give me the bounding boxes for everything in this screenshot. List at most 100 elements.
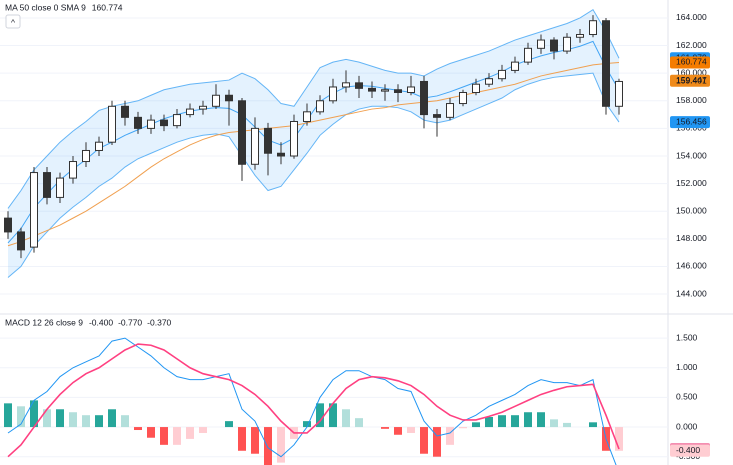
candle-body bbox=[4, 217, 12, 233]
candle-body bbox=[511, 61, 519, 71]
histogram-bar bbox=[134, 427, 142, 431]
histogram-bar bbox=[95, 415, 103, 428]
histogram-bar bbox=[472, 422, 480, 428]
histogram-bar bbox=[303, 421, 311, 428]
candle-body bbox=[550, 39, 558, 52]
price-tag bbox=[670, 74, 710, 87]
price-tag bbox=[670, 116, 710, 129]
histogram-bar bbox=[69, 412, 77, 428]
candle-body bbox=[251, 127, 259, 165]
y-tick-label: 1.000 bbox=[676, 362, 698, 372]
candle-body bbox=[56, 177, 64, 198]
candle-body bbox=[485, 78, 493, 85]
candle-body bbox=[446, 103, 454, 118]
y-tick-label: 152.000 bbox=[676, 178, 707, 188]
histogram-bar bbox=[43, 409, 51, 428]
y-tick-label: 148.000 bbox=[676, 233, 707, 243]
histogram-bar bbox=[251, 427, 259, 454]
candle-body bbox=[121, 105, 129, 118]
candle-body bbox=[212, 94, 220, 107]
y-tick-label: 1.500 bbox=[676, 332, 698, 342]
price-tag-label: 159.401 bbox=[676, 76, 707, 86]
candle-body bbox=[134, 116, 142, 129]
candle-body bbox=[290, 120, 298, 157]
histogram-bar bbox=[147, 427, 155, 438]
candle-body bbox=[589, 20, 597, 36]
candle-body bbox=[420, 80, 428, 116]
y-tick-label: 146.000 bbox=[676, 261, 707, 271]
y-tick-label: 164.000 bbox=[676, 12, 707, 22]
y-tick-label: 0.500 bbox=[676, 392, 698, 402]
candle-body bbox=[173, 114, 181, 127]
histogram-bar bbox=[342, 409, 350, 428]
histogram-bar bbox=[537, 412, 545, 428]
macd-line bbox=[7, 343, 620, 458]
histogram-bar bbox=[355, 418, 363, 428]
candle-body bbox=[407, 86, 415, 93]
histogram-bar bbox=[511, 415, 519, 428]
price-tag-label: -0.400 bbox=[676, 445, 700, 455]
candle-body bbox=[95, 141, 103, 151]
histogram-bar bbox=[186, 427, 194, 439]
candle-body bbox=[394, 89, 402, 93]
candle-body bbox=[199, 105, 207, 110]
candle-body bbox=[69, 161, 77, 179]
histogram-bar bbox=[589, 422, 597, 428]
candle-body bbox=[43, 172, 51, 198]
legend-title: MA 50 close 0 SMA 9 bbox=[5, 2, 86, 12]
macd-line bbox=[7, 337, 617, 465]
collapse-button[interactable] bbox=[5, 14, 21, 29]
histogram-bar bbox=[459, 427, 467, 429]
indicator-line bbox=[7, 61, 620, 247]
price-tag-label: 160.774 bbox=[676, 57, 707, 67]
candle-body bbox=[30, 172, 38, 248]
histogram-bar bbox=[394, 427, 402, 435]
histogram-bar bbox=[108, 409, 116, 428]
y-tick-label: 160.000 bbox=[676, 67, 707, 77]
histogram-bar bbox=[277, 427, 285, 463]
candle-body bbox=[160, 119, 168, 127]
candle-body bbox=[498, 69, 506, 80]
candle-body bbox=[147, 119, 155, 129]
histogram-bar bbox=[264, 427, 272, 465]
collapse-button-label[interactable]: ^ bbox=[11, 17, 15, 27]
candle-body bbox=[238, 100, 246, 165]
histogram-bar bbox=[524, 412, 532, 428]
y-tick-label: 158.000 bbox=[676, 95, 707, 105]
candle-body bbox=[17, 231, 25, 251]
price-tag bbox=[670, 56, 710, 69]
histogram-bar bbox=[17, 406, 25, 428]
candle-body bbox=[186, 108, 194, 116]
y-tick-label: 162.000 bbox=[676, 40, 707, 50]
histogram-bar bbox=[199, 427, 207, 433]
histogram-bar bbox=[433, 427, 441, 457]
candle-body bbox=[524, 47, 532, 63]
candle-body bbox=[537, 39, 545, 49]
histogram-bar bbox=[550, 419, 558, 428]
histogram-bar bbox=[30, 400, 38, 428]
histogram-bar bbox=[56, 409, 64, 428]
histogram-bar bbox=[498, 415, 506, 428]
histogram-bar bbox=[4, 403, 12, 428]
candle-body bbox=[615, 80, 623, 107]
candle-body bbox=[342, 82, 350, 88]
histogram-bar bbox=[225, 421, 233, 428]
histogram-bar bbox=[446, 427, 454, 445]
price-tag bbox=[670, 444, 710, 457]
legend-title: MACD 12 26 close 9 bbox=[5, 317, 83, 327]
candle-body bbox=[82, 149, 90, 163]
candle-body bbox=[225, 94, 233, 102]
histogram-bar bbox=[121, 415, 129, 428]
candle-body bbox=[277, 152, 285, 157]
candle-body bbox=[459, 91, 467, 105]
indicator-line bbox=[7, 72, 620, 278]
candle-body bbox=[563, 36, 571, 52]
histogram-bar bbox=[160, 427, 168, 445]
candle-body bbox=[368, 87, 376, 92]
histogram-bar bbox=[485, 416, 493, 428]
price-tag-label: 156.456 bbox=[676, 116, 707, 126]
histogram-bar bbox=[407, 427, 415, 433]
candle-body bbox=[316, 100, 324, 113]
legend-value: -0.770 bbox=[118, 317, 142, 327]
